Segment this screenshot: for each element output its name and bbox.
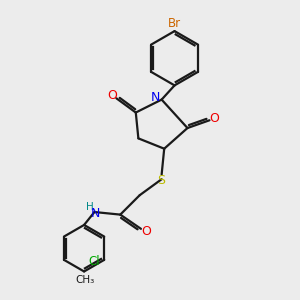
Text: H: H bbox=[86, 202, 94, 212]
Text: CH₃: CH₃ bbox=[76, 275, 95, 285]
Text: Br: Br bbox=[168, 17, 181, 30]
Text: O: O bbox=[141, 225, 151, 238]
Text: O: O bbox=[210, 112, 220, 125]
Text: N: N bbox=[91, 207, 100, 220]
Text: S: S bbox=[157, 174, 165, 187]
Text: Cl: Cl bbox=[88, 255, 100, 268]
Text: N: N bbox=[151, 91, 160, 103]
Text: O: O bbox=[108, 89, 118, 102]
